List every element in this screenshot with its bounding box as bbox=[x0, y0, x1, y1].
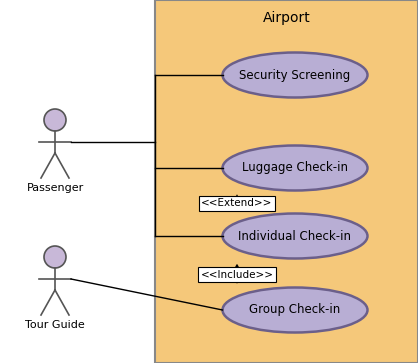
Text: Individual Check-in: Individual Check-in bbox=[239, 229, 352, 242]
Bar bbox=[155, 0, 418, 363]
Ellipse shape bbox=[222, 146, 367, 191]
Circle shape bbox=[44, 246, 66, 268]
Ellipse shape bbox=[222, 213, 367, 258]
Text: Tour Guide: Tour Guide bbox=[25, 320, 85, 330]
Circle shape bbox=[44, 109, 66, 131]
Text: Airport: Airport bbox=[263, 11, 311, 25]
Text: <<Extend>>: <<Extend>> bbox=[201, 199, 273, 208]
Text: Passenger: Passenger bbox=[26, 183, 84, 193]
Text: Group Check-in: Group Check-in bbox=[250, 303, 341, 317]
Text: <<Include>>: <<Include>> bbox=[201, 269, 273, 280]
Text: Security Screening: Security Screening bbox=[240, 69, 351, 82]
Ellipse shape bbox=[222, 287, 367, 333]
Ellipse shape bbox=[222, 53, 367, 98]
Text: Luggage Check-in: Luggage Check-in bbox=[242, 162, 348, 175]
